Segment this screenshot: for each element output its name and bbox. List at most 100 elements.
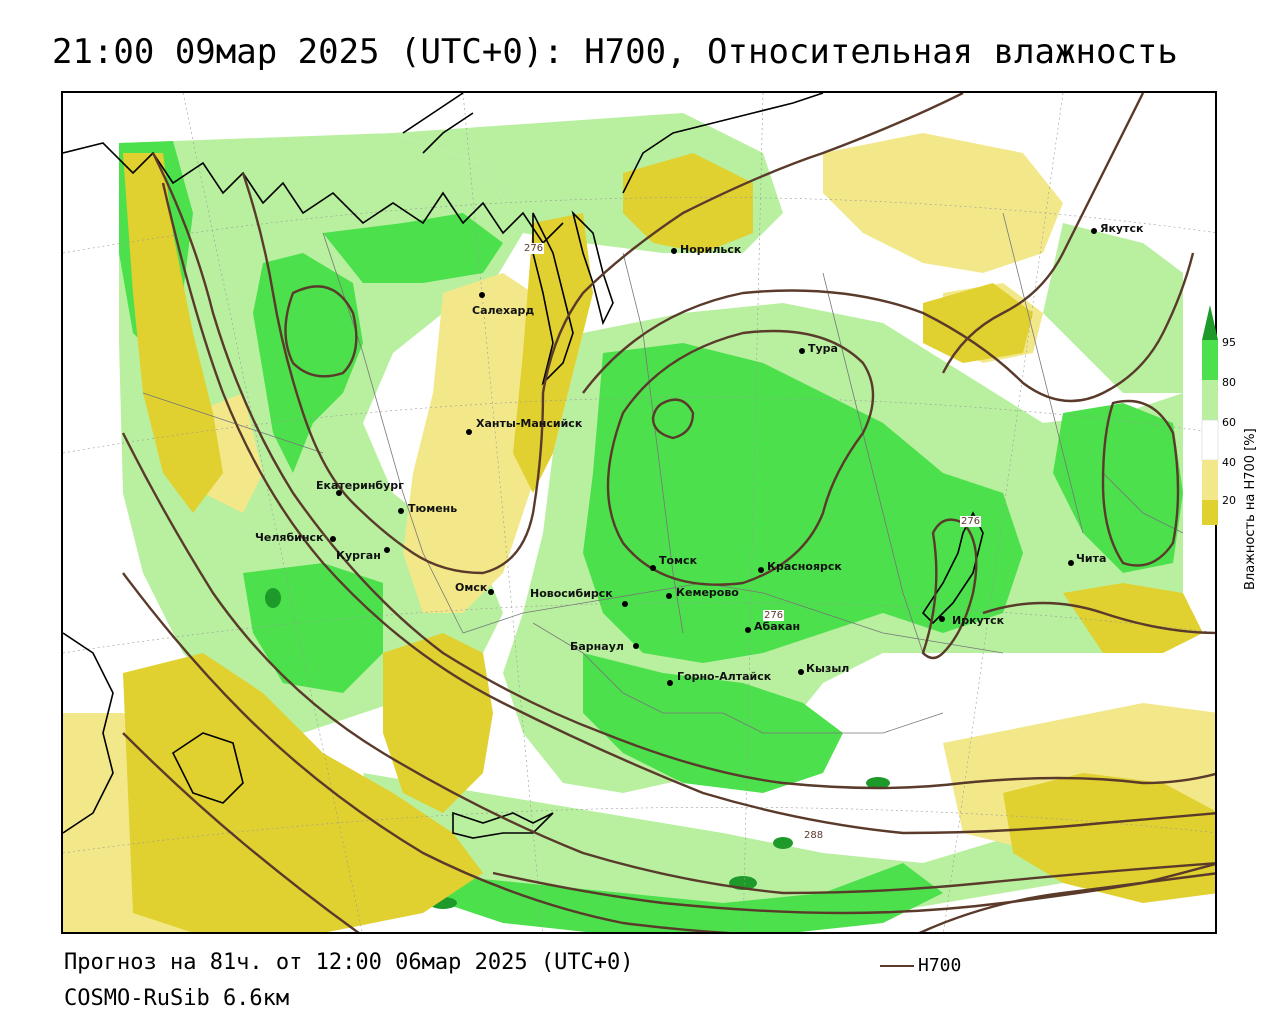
city-dot bbox=[758, 567, 764, 573]
city-dot bbox=[622, 601, 628, 607]
graticule-6 bbox=[462, 93, 543, 932]
admin-boundary-7 bbox=[532, 622, 723, 714]
very-wet-spot-2 bbox=[866, 777, 890, 789]
isoline-label: 276 bbox=[523, 243, 545, 254]
graticule-1 bbox=[63, 197, 1215, 254]
city-label: Абакан bbox=[754, 620, 801, 633]
dry-area-north-east bbox=[823, 133, 1063, 273]
legend-tick: 80 bbox=[1222, 376, 1236, 389]
city-label: Красноярск bbox=[767, 560, 842, 573]
map-title: 21:00 09мар 2025 (UTC+0): H700, Относите… bbox=[52, 32, 1178, 72]
city-dot bbox=[671, 248, 677, 254]
graticule-8 bbox=[943, 93, 1064, 932]
forecast-info: Прогноз на 81ч. от 12:00 06мар 2025 (UTC… bbox=[64, 950, 634, 975]
city-label: Тюмень bbox=[408, 502, 458, 515]
very-dry-area-mongolia bbox=[1003, 773, 1215, 903]
isohypse-8 bbox=[918, 872, 1215, 932]
city-label: Томск bbox=[659, 554, 698, 567]
contour-legend-label: H700 bbox=[918, 955, 962, 976]
city-label: Иркутск bbox=[952, 614, 1005, 627]
city-dot bbox=[336, 490, 342, 496]
very-dry-area-north bbox=[623, 153, 753, 253]
city-label: Чита bbox=[1076, 552, 1107, 565]
city-dot bbox=[1091, 228, 1097, 234]
city-label: Ханты-Мансийск bbox=[476, 417, 583, 430]
contour-legend-line bbox=[880, 965, 914, 967]
city-dot bbox=[667, 680, 673, 686]
graticule-5 bbox=[182, 93, 363, 932]
isohypse-baikal bbox=[921, 518, 978, 660]
legend-tick: 20 bbox=[1222, 494, 1236, 507]
city-label: Кызыл bbox=[806, 662, 850, 675]
city-dot bbox=[330, 536, 336, 542]
wet-area-altai bbox=[583, 653, 843, 793]
map-frame: 276 276 276 288 bbox=[61, 91, 1217, 934]
humidity-map bbox=[63, 93, 1215, 932]
very-dry-area-kazakh bbox=[123, 653, 483, 932]
legend-title: Влажность на H700 [%] bbox=[1243, 428, 1258, 590]
city-dot bbox=[666, 593, 672, 599]
contour-legend: H700 bbox=[880, 955, 961, 976]
moist-area-east bbox=[1043, 223, 1183, 393]
isohypse-low-small bbox=[651, 398, 695, 440]
wet-area-south bbox=[423, 863, 943, 932]
city-label: Екатеринбург bbox=[316, 479, 404, 492]
city-label: Горно-Алтайск bbox=[677, 670, 772, 683]
city-label: Омск bbox=[455, 581, 488, 594]
legend-band-40 bbox=[1202, 460, 1218, 500]
isohypse-1 bbox=[151, 152, 1215, 790]
city-label: Норильск bbox=[680, 243, 742, 256]
city-dot bbox=[466, 429, 472, 435]
very-wet-spot-1 bbox=[265, 588, 281, 608]
model-name: COSMO-RuSib 6.6км bbox=[64, 986, 290, 1011]
coastline-taymyr bbox=[622, 93, 824, 194]
admin-boundary-6 bbox=[142, 392, 324, 454]
city-dot bbox=[798, 669, 804, 675]
coastline-arctic-west bbox=[63, 142, 564, 245]
city-dot bbox=[939, 616, 945, 622]
admin-boundary-8 bbox=[722, 712, 944, 734]
admin-boundary-9 bbox=[1102, 472, 1184, 534]
legend-tick: 95 bbox=[1222, 336, 1236, 349]
coastline-novaya-zemlya bbox=[402, 93, 474, 154]
city-dot bbox=[384, 547, 390, 553]
city-label: Барнаул bbox=[570, 640, 624, 653]
wet-area-urals bbox=[253, 253, 363, 473]
isohypse-low-ural bbox=[284, 285, 358, 378]
very-dry-area-west bbox=[123, 153, 223, 513]
city-label: Салехард bbox=[472, 304, 535, 317]
isohypse-2 bbox=[161, 182, 1215, 835]
city-dot bbox=[633, 643, 639, 649]
isoline-label: 276 bbox=[960, 516, 982, 527]
isoline-label: 288 bbox=[803, 830, 825, 841]
legend-tick: 40 bbox=[1222, 456, 1236, 469]
admin-boundary-2 bbox=[462, 582, 1004, 654]
graticule-2 bbox=[63, 397, 1215, 454]
city-dot bbox=[398, 508, 404, 514]
coastline-caspian bbox=[63, 632, 114, 834]
city-label: Новосибирск bbox=[530, 587, 613, 600]
isoline-label: 276 bbox=[763, 610, 785, 621]
city-label: Якутск bbox=[1100, 222, 1144, 235]
legend-band-20 bbox=[1202, 500, 1218, 525]
city-dot bbox=[488, 589, 494, 595]
very-dry-area-southeast bbox=[1063, 583, 1203, 653]
isohypse-east-loop bbox=[1101, 399, 1180, 567]
city-dot bbox=[745, 627, 751, 633]
isohypse-north-east bbox=[941, 93, 1145, 374]
isohypse-low-central bbox=[606, 329, 875, 586]
city-dot bbox=[799, 348, 805, 354]
city-label: Кемерово bbox=[676, 586, 739, 599]
city-label: Челябинск bbox=[255, 531, 324, 544]
admin-boundary-3 bbox=[622, 252, 684, 634]
lake-balkhash bbox=[452, 811, 554, 839]
legend-band-80 bbox=[1202, 380, 1218, 420]
legend-arrow bbox=[1202, 305, 1218, 340]
isohypse-5 bbox=[122, 732, 360, 932]
admin-boundary-5 bbox=[1002, 212, 1084, 534]
admin-boundary-4 bbox=[822, 272, 924, 654]
city-label: Тура bbox=[808, 342, 838, 355]
graticule-7 bbox=[742, 93, 764, 932]
isohypse-6 bbox=[241, 93, 964, 575]
wet-area-north-sib bbox=[323, 213, 503, 283]
